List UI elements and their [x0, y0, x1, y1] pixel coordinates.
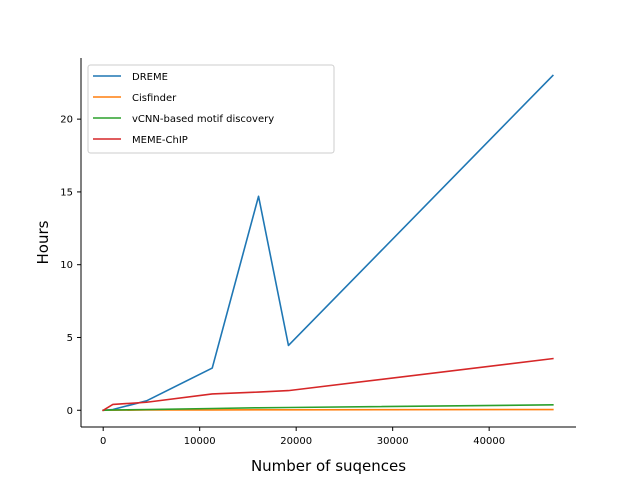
x-ticks: 0 10000 20000 30000 40000: [100, 427, 505, 447]
x-tick-label: 0: [100, 436, 106, 447]
legend: DREME Cisfinder vCNN-based motif discovery…: [87, 64, 335, 154]
legend-label: vCNN-based motif discovery: [132, 114, 274, 125]
legend-frame: [87, 64, 335, 154]
legend-label: DREME: [132, 72, 168, 83]
y-ticks: 0 5 10 15 20: [60, 115, 81, 417]
x-axis-label: Number of suqences: [251, 457, 406, 475]
y-axis-label: Hours: [34, 220, 52, 264]
series-line-meme-chip: [102, 357, 554, 412]
x-tick-label: 10000: [184, 436, 216, 447]
y-tick-label: 5: [67, 333, 73, 344]
y-tick-label: 10: [60, 260, 73, 271]
plot-area: [102, 74, 554, 412]
y-tick-label: 20: [60, 115, 73, 126]
legend-label: MEME-ChIP: [132, 135, 188, 146]
legend-label: Cisfinder: [132, 93, 177, 104]
y-tick-label: 15: [60, 187, 73, 198]
x-tick-label: 30000: [377, 436, 409, 447]
x-tick-label: 40000: [473, 436, 505, 447]
series-line-vcnn-based-motif-discovery: [102, 404, 554, 412]
y-tick-label: 0: [67, 406, 73, 417]
x-tick-label: 20000: [280, 436, 312, 447]
